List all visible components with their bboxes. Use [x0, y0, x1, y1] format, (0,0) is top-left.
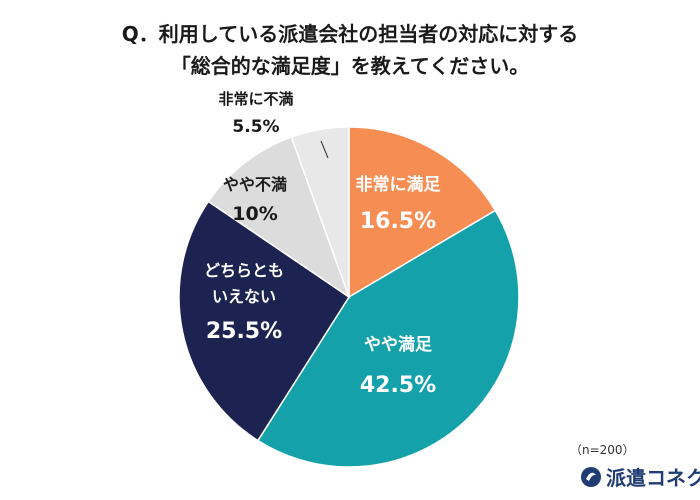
brand-logo: 派遣コネクト	[580, 462, 700, 491]
leader-line-very-dissatisfied	[320, 140, 329, 159]
slice-value-neutral: 25.5%	[206, 319, 282, 344]
pie-slice-neutral	[178, 200, 351, 442]
pie-slice-very-satisfied	[348, 126, 497, 299]
pie-slice-somewhat-dissatisfied	[207, 136, 351, 299]
slice-value-very-satisfied: 16.5%	[360, 209, 436, 234]
brand-name: 派遣コネクト	[606, 466, 700, 490]
slice-value-somewhat-dissatisfied: 10%	[232, 203, 277, 225]
slice-value-very-dissatisfied: 5.5%	[232, 117, 279, 137]
chart-title: Q．利用している派遣会社の担当者の対応に対する 「総合的な満足度」を教えてくださ…	[0, 18, 700, 82]
title-line-1: Q．利用している派遣会社の担当者の対応に対する	[121, 22, 579, 46]
slice-label-somewhat-satisfied: やや満足	[364, 334, 432, 355]
sample-size-note: （n=200）	[570, 443, 635, 457]
brand-mark-icon	[581, 466, 601, 487]
slice-label-neutral-line-1: どちらとも	[204, 261, 284, 280]
slice-value-somewhat-satisfied: 42.5%	[360, 373, 436, 398]
title-line-2: 「総合的な満足度」を教えてください。	[170, 54, 530, 78]
pie-slice-somewhat-satisfied	[256, 209, 520, 468]
pie-slice-very-dissatisfied	[290, 126, 350, 298]
slice-label-neutral-line-2: いえない	[212, 287, 276, 306]
slice-label-very-dissatisfied: 非常に不満	[218, 90, 293, 108]
slice-label-very-satisfied: 非常に満足	[356, 174, 441, 195]
slice-label-somewhat-dissatisfied: やや不満	[223, 175, 287, 194]
